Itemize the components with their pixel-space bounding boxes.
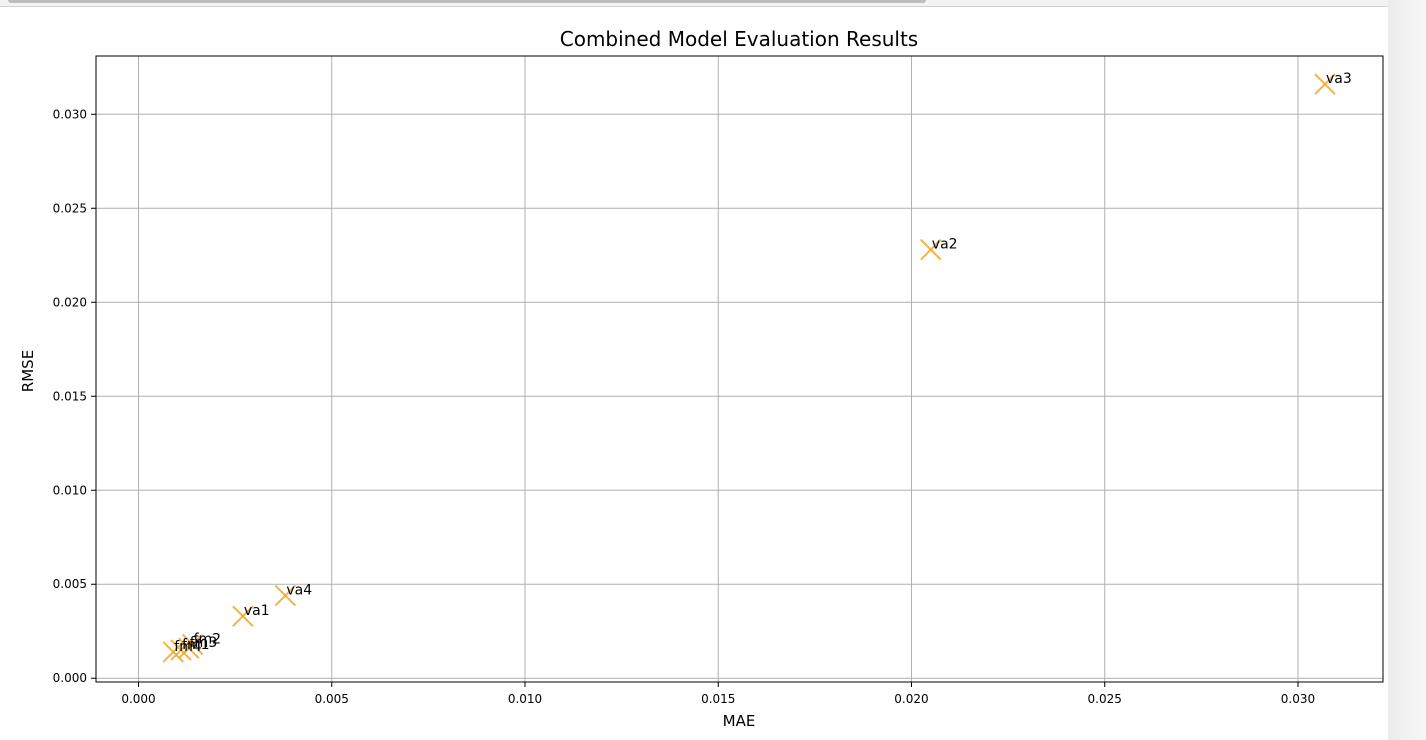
point-marker bbox=[1314, 73, 1336, 95]
data-point-va4: va4 bbox=[274, 583, 312, 607]
x-tick-label: 0.020 bbox=[894, 692, 928, 706]
y-tick-label: 0.020 bbox=[53, 295, 87, 309]
chart-title: Combined Model Evaluation Results bbox=[560, 27, 918, 51]
point-marker bbox=[274, 584, 297, 607]
point-marker bbox=[170, 639, 192, 661]
point-label: fm3 bbox=[190, 635, 217, 651]
point-label: fm1 bbox=[182, 637, 209, 653]
y-tick-label: 0.005 bbox=[53, 577, 87, 591]
plot-frame bbox=[95, 55, 1384, 683]
y-axis-label: RMSE bbox=[19, 350, 37, 392]
x-tick-label: 0.030 bbox=[1281, 692, 1315, 706]
point-marker bbox=[920, 238, 942, 261]
axis-ticks: 0.000 0.005 0.010 0.015 0.020 0.025 0.030 0.000… bbox=[53, 107, 1316, 706]
x-tick-label: 0.015 bbox=[701, 692, 735, 706]
x-tick-label: 0.000 bbox=[121, 692, 155, 706]
x-tick-label: 0.005 bbox=[315, 692, 349, 706]
horizontal-scrollbar[interactable] bbox=[0, 0, 1404, 7]
x-tick-label: 0.010 bbox=[508, 692, 542, 706]
y-tick-label: 0.030 bbox=[53, 107, 87, 121]
y-tick-label: 0.010 bbox=[53, 483, 87, 497]
y-tick-label: 0.015 bbox=[53, 389, 87, 403]
point-marker bbox=[232, 605, 254, 627]
y-tick-label: 0.025 bbox=[53, 201, 87, 215]
point-label: fm4 bbox=[174, 639, 202, 655]
x-tick-label: 0.025 bbox=[1088, 692, 1122, 706]
x-axis-label: MAE bbox=[723, 712, 756, 730]
data-point-fm3: fm3 bbox=[178, 635, 217, 659]
point-label: va1 bbox=[244, 603, 270, 619]
point-label: va3 bbox=[1326, 71, 1352, 87]
point-label: va2 bbox=[932, 237, 958, 253]
data-point-fm1: fm1 bbox=[170, 637, 210, 661]
y-tick-label: 0.000 bbox=[53, 671, 87, 685]
data-point-va1: va1 bbox=[232, 603, 270, 627]
data-point-va3: va3 bbox=[1314, 71, 1352, 95]
scrollbar-thumb[interactable] bbox=[8, 0, 926, 3]
grid-lines bbox=[96, 56, 1383, 682]
vertical-scrollbar-track[interactable] bbox=[1388, 0, 1426, 740]
data-point-va2: va2 bbox=[920, 237, 958, 261]
point-label: va4 bbox=[286, 583, 312, 599]
point-marker bbox=[178, 637, 200, 659]
point-marker bbox=[162, 641, 185, 663]
point-label: fm2 bbox=[194, 631, 221, 647]
data-point-fm4: fm4 bbox=[162, 639, 202, 663]
